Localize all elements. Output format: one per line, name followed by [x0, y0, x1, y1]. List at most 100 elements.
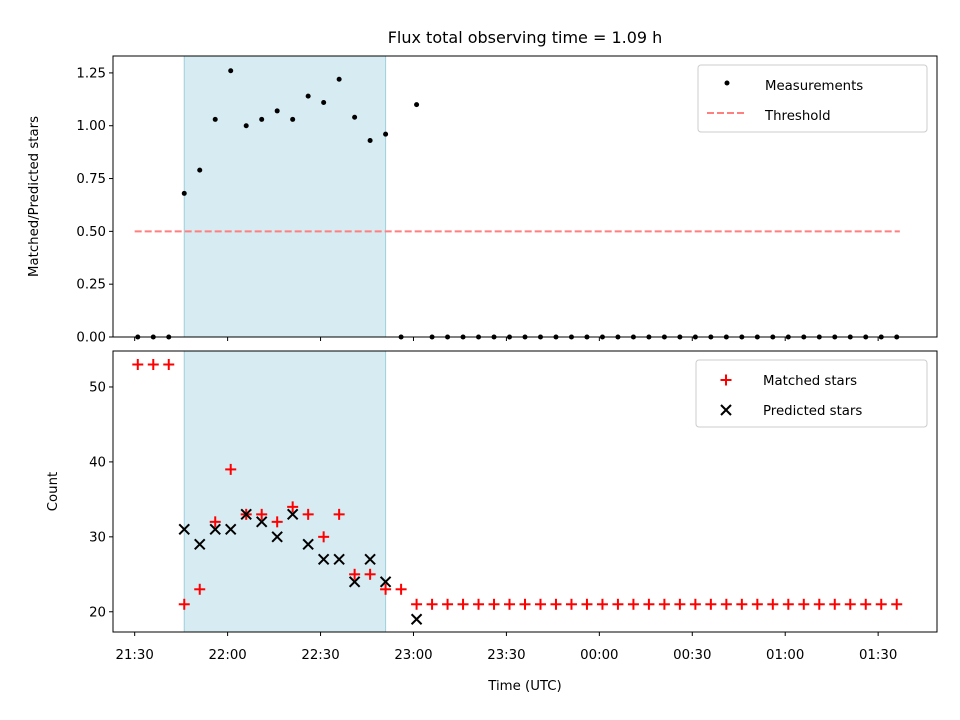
measurement-point [414, 102, 420, 108]
measurement-point [181, 190, 187, 196]
measurement-point [290, 116, 296, 122]
observing-interval-shade-top [183, 55, 387, 338]
bottom-legend: Matched stars Predicted stars [695, 359, 928, 428]
predicted-star-point [240, 508, 252, 521]
matched-star-point [178, 598, 190, 610]
legend-plus-mark [720, 374, 732, 386]
legend-predicted-marker [720, 404, 732, 416]
predicted-star-points [178, 508, 423, 625]
predicted-star-point [178, 523, 190, 536]
legend-measurements-label: Measurements [765, 79, 863, 94]
matched-star-point [349, 568, 361, 580]
legend-matched-marker [720, 374, 732, 386]
bottom-y-tick-label: 20 [89, 605, 106, 620]
top-y-axis-label: Matched/Predicted stars [27, 116, 42, 277]
matched-star-point [782, 598, 794, 610]
predicted-star-point [286, 508, 299, 521]
bottom-legend-box [695, 359, 928, 428]
top-y-tick-label: 1.00 [76, 119, 106, 134]
top-legend: Measurements Threshold [697, 64, 928, 133]
matched-star-point [457, 598, 469, 610]
star-count-panel: 20 30 40 50 21:30 22:00 22:30 23:00 23:30 00:00 0… [46, 350, 938, 694]
top-x-ticks [134, 337, 879, 341]
legend-measurements-marker [724, 80, 730, 86]
matched-star-point [209, 516, 221, 528]
measurement-point [243, 123, 249, 129]
matched-star-point [550, 598, 562, 610]
predicted-star-point [364, 553, 376, 566]
predicted-star-point [271, 531, 283, 543]
matched-star-point [736, 598, 748, 610]
observing-interval-shade-bottom [183, 350, 387, 633]
bottom-y-tick-label: 40 [89, 455, 106, 470]
matched-star-point [318, 531, 330, 543]
measurement-point [367, 138, 373, 144]
bottom-x-ticks: 21:30 22:00 22:30 23:00 23:30 00:00 00:30 01:00… [116, 632, 897, 663]
legend-threshold-label: Threshold [764, 109, 831, 124]
matched-star-point [364, 568, 376, 580]
x-tick-label: 21:30 [116, 648, 154, 663]
legend-predicted-label: Predicted stars [763, 404, 862, 419]
matched-star-point [426, 598, 438, 610]
legend-matched-label: Matched stars [763, 374, 857, 389]
matched-star-point [860, 598, 872, 610]
chart-title: Flux total observing time = 1.09 h [388, 28, 663, 47]
matched-star-point [581, 598, 593, 610]
matched-star-point [380, 583, 392, 595]
matched-star-point [565, 598, 577, 610]
matched-star-point [504, 598, 516, 610]
matched-star-point [658, 598, 670, 610]
x-tick-label: 22:30 [301, 648, 339, 663]
matched-star-point [689, 598, 701, 610]
matched-star-point [225, 463, 237, 475]
matched-star-point [271, 516, 283, 528]
x-tick-label: 23:00 [394, 648, 432, 663]
matched-star-point [596, 598, 608, 610]
matched-star-point [844, 598, 856, 610]
matched-star-point [411, 598, 423, 610]
x-axis-label: Time (UTC) [487, 679, 562, 694]
matched-star-point [395, 583, 407, 595]
bottom-y-axis-label: Count [46, 472, 61, 512]
predicted-star-point [410, 613, 423, 625]
predicted-star-point [194, 538, 206, 551]
top-y-tick-label: 0.00 [76, 331, 106, 346]
legend-cross-mark [720, 404, 732, 416]
bottom-y-tick-label: 50 [89, 380, 106, 395]
measurement-point [259, 116, 265, 122]
predicted-star-point [209, 523, 221, 536]
matched-star-point [287, 501, 299, 513]
matched-star-point [473, 598, 485, 610]
predicted-star-point [255, 516, 268, 528]
predicted-star-point [348, 576, 361, 588]
x-tick-label: 23:30 [487, 648, 525, 663]
measurement-point [305, 93, 311, 99]
top-y-tick-label: 0.25 [76, 278, 106, 293]
measurement-point [212, 116, 218, 122]
matched-star-point [798, 598, 810, 610]
bottom-y-tick-label: 30 [89, 530, 106, 545]
matched-star-point [829, 598, 841, 610]
matched-star-point [751, 598, 763, 610]
bottom-axes-frame [112, 350, 938, 633]
matched-star-point [302, 508, 314, 520]
x-tick-label: 00:00 [580, 648, 618, 663]
matched-star-point [813, 598, 825, 610]
matched-star-point [674, 598, 686, 610]
matched-star-point [875, 598, 887, 610]
matched-star-point [643, 598, 655, 610]
matched-star-point [488, 598, 500, 610]
measurement-point [197, 167, 203, 173]
matched-star-point [194, 583, 206, 595]
predicted-star-point [302, 538, 314, 551]
top-legend-box [697, 64, 928, 133]
matched-star-point [132, 358, 144, 370]
bottom-y-ticks: 20 30 40 50 [89, 380, 113, 620]
top-y-tick-label: 0.50 [76, 225, 106, 240]
predicted-star-point [333, 553, 345, 566]
measurement-point [228, 68, 234, 74]
matched-star-point [519, 598, 531, 610]
matched-star-point [534, 598, 546, 610]
matched-star-point [163, 358, 175, 370]
